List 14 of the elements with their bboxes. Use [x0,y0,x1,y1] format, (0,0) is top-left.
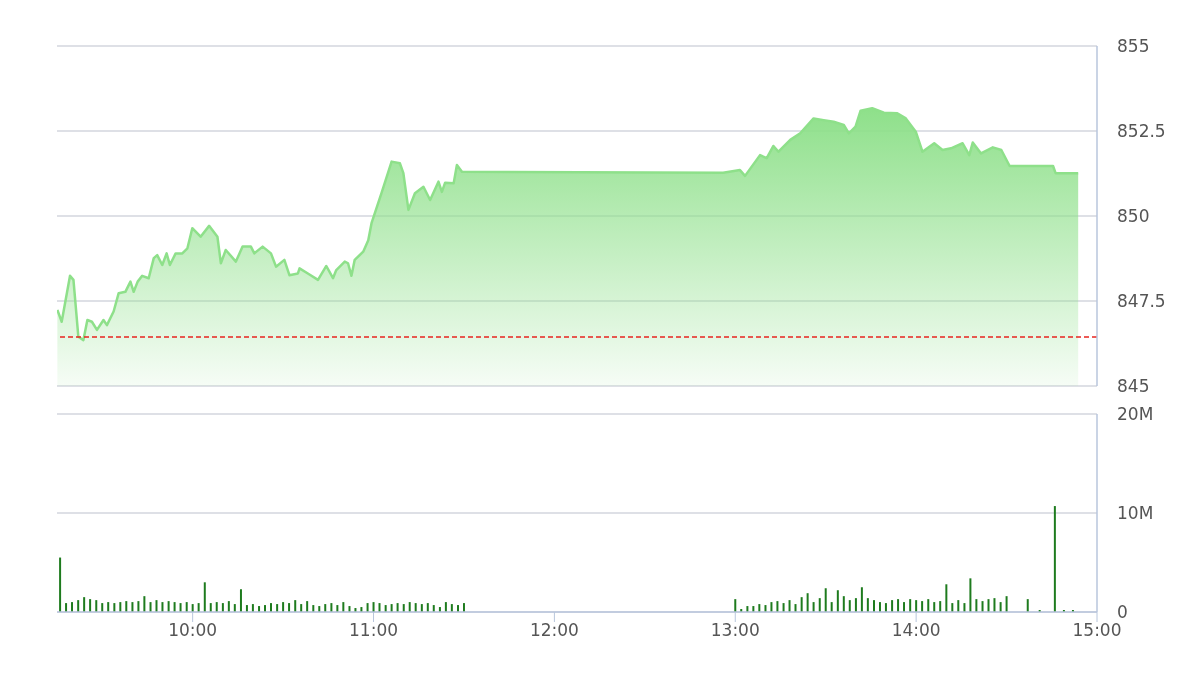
x-tick-label: 14:00 [891,620,941,641]
y-tick-label: 847.5 [1117,291,1166,312]
x-tick-label: 15:00 [1072,620,1122,641]
y-tick-label: 855 [1117,36,1150,57]
x-tick-label: 10:00 [168,620,218,641]
y-tick-label: 0 [1117,602,1128,623]
y-tick-label: 10M [1117,503,1154,524]
x-tick-label: 11:00 [349,620,399,641]
y-tick-label: 850 [1117,206,1150,227]
x-tick-label: 12:00 [529,620,579,641]
y-tick-label: 852.5 [1117,121,1166,142]
y-tick-label: 845 [1117,376,1150,397]
x-tick-label: 13:00 [710,620,760,641]
y-tick-label: 20M [1117,404,1154,425]
